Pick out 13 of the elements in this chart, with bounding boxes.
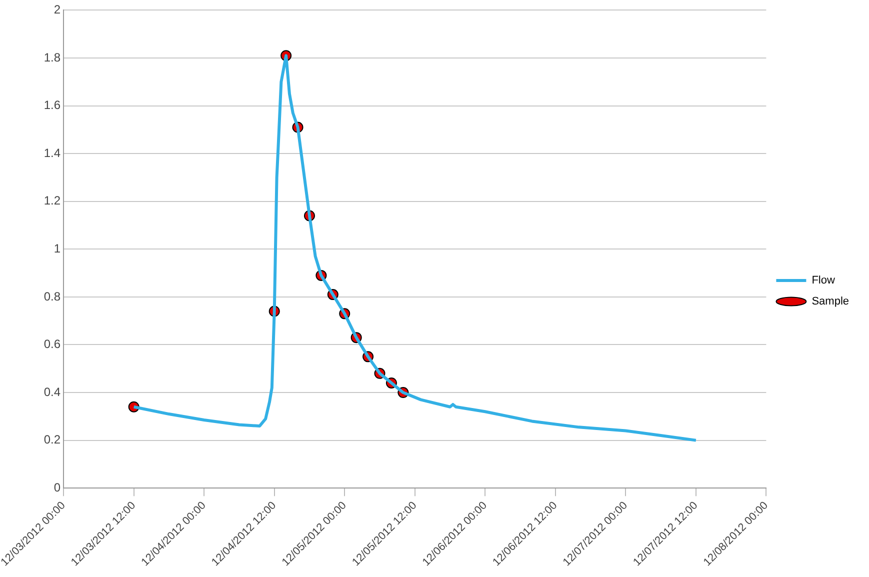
y-tick-label: 0.8 <box>44 289 61 304</box>
y-tick-label: 2 <box>54 2 61 17</box>
y-tick-label: 1.2 <box>44 194 61 208</box>
legend-label: Sample <box>812 296 849 308</box>
y-tick-label: 0 <box>54 480 61 494</box>
y-tick-label: 1.8 <box>44 50 61 64</box>
legend-label: Flow <box>812 274 835 287</box>
y-tick-label: 0.4 <box>44 384 61 399</box>
y-tick-label: 1.6 <box>44 98 61 112</box>
y-tick-label: 0.2 <box>44 432 61 447</box>
y-tick-label: 0.6 <box>44 337 61 352</box>
y-tick-label: 1.4 <box>44 146 61 160</box>
y-tick-label: 1 <box>54 241 61 256</box>
